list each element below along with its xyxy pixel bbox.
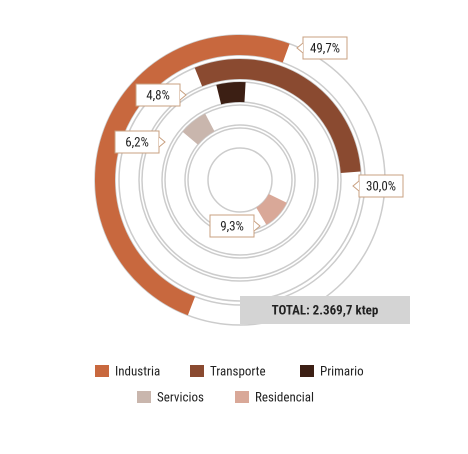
ring-bar — [216, 82, 246, 105]
ring-bar — [194, 59, 361, 174]
legend-label: Primario — [320, 364, 364, 379]
value-label: 30,0% — [366, 179, 396, 194]
value-label: 49,7% — [310, 41, 340, 56]
callout-pointer — [253, 220, 261, 232]
legend-swatch — [235, 391, 249, 403]
track-outline — [207, 147, 273, 213]
legend-label: Residencial — [255, 390, 314, 405]
track-outline — [138, 78, 342, 282]
legend-swatch — [95, 365, 109, 377]
track-outline — [164, 104, 316, 256]
callout-pointer — [296, 42, 304, 54]
value-label: 9,3% — [220, 219, 244, 234]
track-outline — [161, 101, 319, 259]
ring-bar — [255, 193, 287, 225]
legend-swatch — [190, 365, 204, 377]
total-box — [240, 296, 410, 324]
legend-label: Transporte — [210, 364, 266, 379]
total-label: TOTAL: 2.369,7 ktep — [272, 303, 379, 318]
legend-swatch — [300, 365, 314, 377]
legend-label: Servicios — [157, 390, 204, 405]
value-label: 4,8% — [146, 88, 170, 103]
legend-label: Industria — [115, 364, 160, 379]
track-outline — [141, 81, 339, 279]
ring-bar — [182, 113, 215, 145]
ring-bar — [94, 34, 290, 316]
callout-pointer — [179, 89, 187, 101]
callout-pointer — [158, 136, 166, 148]
value-label: 6,2% — [125, 135, 149, 150]
legend-swatch — [137, 391, 151, 403]
callout-pointer — [352, 180, 360, 192]
